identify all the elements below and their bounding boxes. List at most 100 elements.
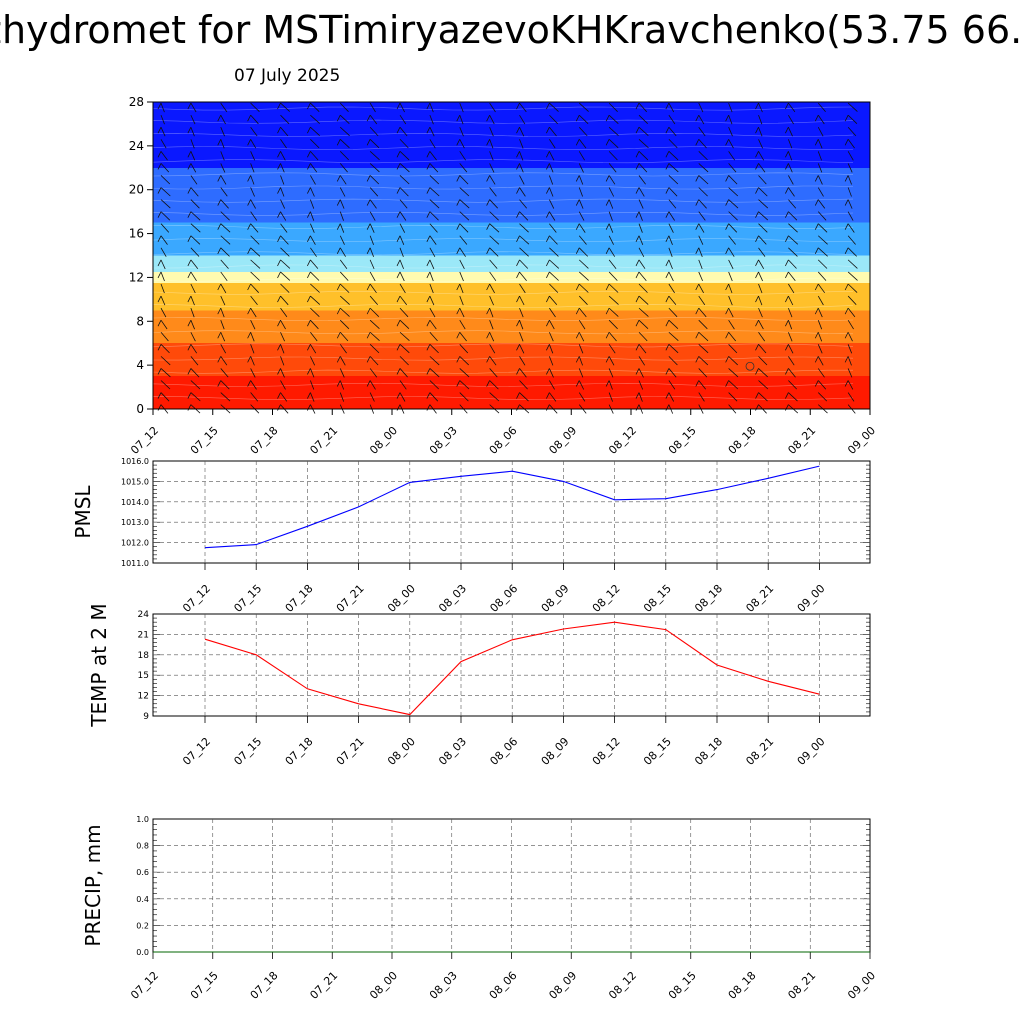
wind-barb [160, 344, 170, 354]
wind-barb-flag [307, 271, 311, 279]
wind-barb-flag [157, 127, 162, 134]
wind-barb-flag [486, 247, 490, 255]
wind-barb [728, 127, 733, 137]
wind-barb-flag [217, 380, 222, 387]
x-tick-label: 07_12 [180, 582, 213, 615]
wind-barb-flag [396, 271, 401, 279]
wind-barb-flag [785, 368, 789, 375]
wind-barb [788, 283, 795, 294]
wind-barb [339, 271, 349, 281]
wind-barb [519, 102, 527, 113]
wind-barb [250, 356, 255, 366]
wind-barb-flag [844, 139, 849, 146]
wind-barb [429, 247, 436, 257]
x-tick-label: 08_09 [546, 424, 579, 457]
wind-barb [758, 295, 763, 306]
wind-barb [578, 332, 585, 342]
wind-barb [788, 102, 796, 113]
x-tick-label: 08_09 [539, 735, 572, 768]
wind-barb-flag [516, 271, 520, 279]
wind-barb [817, 380, 827, 390]
y-tick-label: 12 [129, 270, 144, 284]
wind-barb [459, 102, 464, 113]
wind-barb [698, 199, 707, 209]
wind-barb [519, 199, 528, 209]
wind-barb [250, 307, 257, 318]
wind-barb [608, 151, 618, 161]
contour-line [152, 119, 854, 124]
wind-barb [668, 187, 678, 197]
wind-barb-flag [755, 187, 759, 194]
wind-barb [399, 151, 410, 161]
wind-barb [578, 247, 588, 257]
wind-barb [668, 307, 678, 318]
wind-barb [310, 102, 320, 112]
wind-barb [280, 211, 287, 221]
wind-barb [250, 175, 255, 185]
wind-barb-flag [187, 102, 192, 110]
wind-barb [459, 307, 465, 318]
wind-barb [638, 380, 644, 390]
wind-barb [160, 271, 165, 282]
wind-barb [399, 175, 410, 185]
wind-barb [429, 331, 438, 342]
wind-barb [250, 151, 256, 161]
wind-barb-flag [456, 223, 461, 230]
wind-barb [190, 368, 200, 378]
wind-barb [190, 380, 201, 390]
wind-barb [160, 115, 165, 125]
wind-barb [728, 283, 733, 294]
wind-barb [190, 259, 199, 269]
wind-barb [549, 259, 560, 269]
wind-barb [549, 163, 554, 173]
wind-barb-flag [396, 259, 401, 267]
wind-barb [310, 319, 319, 330]
wind-barb-flag [396, 151, 401, 158]
wind-barb-flag [605, 247, 610, 255]
wind-barb [817, 175, 823, 185]
wind-barb-flag [605, 175, 610, 182]
wind-barb [847, 151, 854, 161]
wind-barb-flag [635, 187, 640, 194]
wind-barb [578, 187, 583, 197]
wind-barb [698, 331, 709, 342]
wind-barb-flag [695, 175, 700, 182]
wind-barb [459, 380, 470, 390]
wind-barb-flag [396, 404, 401, 411]
wind-barb-flag [785, 404, 789, 411]
wind-barb [698, 307, 707, 318]
wind-barb [578, 211, 585, 221]
wind-barb [280, 114, 290, 125]
wind-barb-flag [755, 211, 759, 218]
wind-barb [847, 199, 853, 209]
wind-barb [668, 199, 677, 209]
wind-barb-flag [695, 247, 700, 255]
wind-barb [608, 271, 618, 281]
wind-barb-flag [486, 283, 490, 291]
y-tick-label: 1012.0 [121, 539, 149, 548]
contour-line [152, 317, 854, 322]
wind-barb [519, 344, 525, 354]
wind-barb [758, 115, 763, 125]
wind-barb-flag [277, 368, 281, 375]
wind-barb [429, 307, 436, 318]
wind-barb-flag [665, 295, 670, 303]
wind-barb-flag [307, 320, 311, 327]
wind-barb [250, 163, 255, 173]
wind-barb-flag [546, 392, 550, 399]
wind-barb [519, 332, 524, 342]
wind-barb-flag [546, 368, 550, 375]
wind-barb [578, 163, 584, 173]
wind-barb [788, 235, 799, 245]
wind-barb [847, 187, 852, 197]
wind-barb-flag [814, 380, 819, 387]
contour-line [152, 159, 854, 164]
wind-barb-flag [157, 187, 162, 194]
wind-barb-flag [426, 392, 431, 399]
wind-barb-flag [844, 380, 849, 387]
wind-barb [519, 247, 529, 257]
wind-barb-flag [187, 187, 192, 194]
wind-barb-flag [605, 114, 610, 122]
contour-line [152, 369, 853, 374]
wind-barb [369, 380, 376, 390]
